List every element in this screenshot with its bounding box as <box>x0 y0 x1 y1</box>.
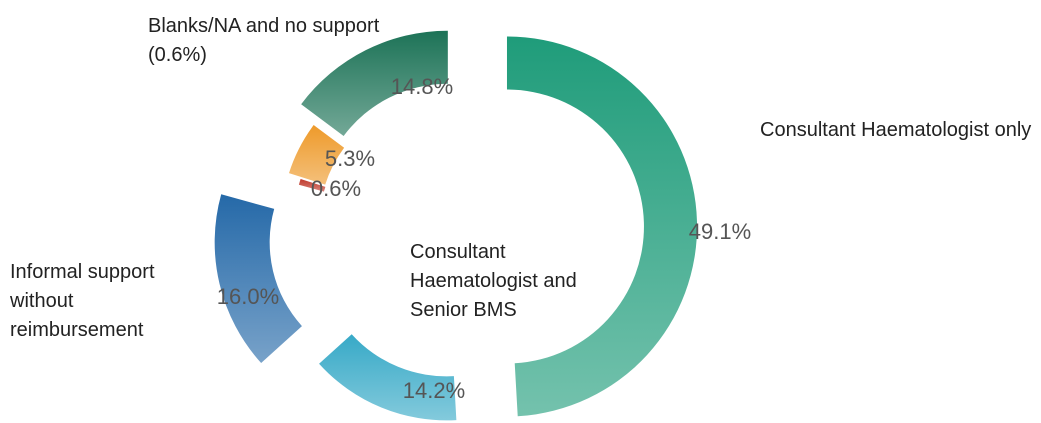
category-label: Informal support without reimbursement <box>10 261 155 341</box>
category-label: Consultant Haematologist only <box>760 119 1032 141</box>
data-label: 5.3% <box>325 146 375 171</box>
data-label: 49.1% <box>689 219 751 244</box>
data-label: 14.2% <box>403 378 465 403</box>
donut-slice <box>298 178 326 192</box>
data-label: 0.6% <box>311 176 361 201</box>
donut-slice <box>319 334 457 421</box>
donut-slice <box>288 125 345 185</box>
category-label: Blanks/NA and no support <box>148 15 380 37</box>
donut-slice <box>301 30 448 136</box>
donut-slice <box>506 36 698 417</box>
data-label: 16.0% <box>217 284 279 309</box>
category-label: Consultant Haematologist and Senior BMS <box>410 241 577 321</box>
data-label: 14.8% <box>391 74 453 99</box>
donut-slice <box>214 194 302 364</box>
annotation: (0.6%) <box>148 44 207 66</box>
